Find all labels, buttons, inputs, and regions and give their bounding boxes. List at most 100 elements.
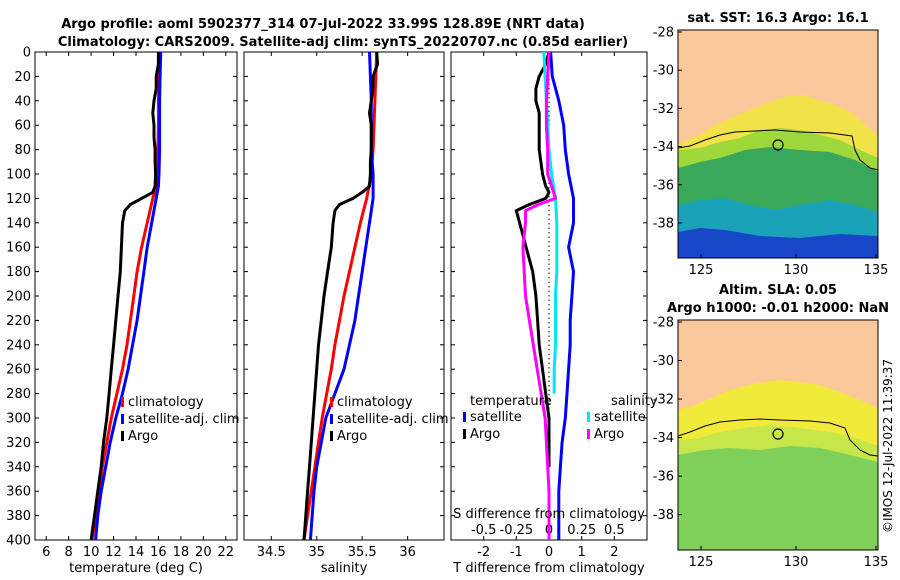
legend-swatch-argo [121,431,124,441]
y-tick-label: 260 [6,363,31,378]
legend-label-satellite: satellite-adj. clim [337,412,449,427]
y-tick-label: 160 [6,241,31,256]
difference-panel: -2 -1 0 1 2-0.5 -0.25 0 0.25 0.5 T difference fr… [450,51,648,576]
legend-label-climatology: climatology [128,395,204,410]
y-tick-label: 140 [6,216,31,231]
legend-swatch-sal-satellite [587,412,590,422]
map-x-tick-label: 130 [784,263,809,278]
y-tick-label: 340 [6,460,31,475]
sst-map-panel: sat. SST: 16.3 Argo: 16.1 125 130 135 -28 -3… [653,11,889,278]
salinity-xlabel: salinity [321,561,368,576]
y-tick-label: 180 [6,265,31,280]
legend-label-sal-argo: Argo [594,427,624,442]
y-tick-label: 380 [6,509,31,524]
map-y-tick-label: -34 [653,431,674,446]
sla-contour [678,418,878,457]
legend-label-temp-satellite: satellite [470,410,522,425]
salinity-legend: climatology satellite-adj. clim Argo [330,395,449,444]
legend-swatch-climatology [330,397,333,407]
title-line-2: Climatology: CARS2009. Satellite-adj cli… [58,35,628,50]
map-y-tick-label: -38 [653,508,674,523]
map-y-tick-label: -28 [653,316,674,331]
x-tick-label: 2 [610,545,618,560]
series-salinity-argo [521,52,557,540]
x-tick-label: 35 [308,545,325,560]
series-temperature-argo [514,52,551,467]
legend-swatch-satellite [121,414,124,424]
x-tick-label: 8 [65,545,73,560]
sla-map-title-2: Argo h1000: -0.01 h2000: NaN [667,301,889,316]
legend-label-sal-satellite: satellite [594,410,646,425]
series-temperature-satellite [549,52,575,540]
x-tick-label: -1 [510,545,523,560]
salinity-panel: 34.5 35 35.5 36 salinity [243,51,445,576]
y-tick-label: 400 [6,534,31,549]
legend-swatch-argo [330,431,333,441]
y-tick-label: 240 [6,338,31,353]
series-argo [302,52,380,540]
map-y-tick-label: -32 [653,393,674,408]
y-tick-label: 280 [6,387,31,402]
legend-label-argo: Argo [128,429,158,444]
sst-argo-marker [772,139,784,151]
difference-x2label: S difference from climatology [453,507,645,522]
x-tick-label: -2 [477,545,490,560]
x-tick-label: 18 [173,545,190,560]
map-y-tick-label: -34 [653,140,674,155]
temperature-legend: climatology satellite-adj. clim Argo [121,395,240,444]
map-y-tick-label: -36 [653,470,674,485]
sst-map-axes [677,29,879,259]
sst-map-image [678,30,878,258]
y-tick-label: 120 [6,192,31,207]
difference-xlabel: T difference from climatology [452,561,645,576]
x-tick-label: 35.5 [348,545,377,560]
map-y-tick-label: -30 [653,64,674,79]
map-x-tick-label: 130 [784,555,809,570]
legend-swatch-temp-argo [463,429,466,439]
y-tick-label: 300 [6,412,31,427]
sla-map-title-1: Altim. SLA: 0.05 [719,283,837,298]
y-tick-label: 200 [6,290,31,305]
sla-map-panel: Altim. SLA: 0.05 Argo h1000: -0.01 h2000… [653,283,889,570]
sla-map-axes [677,319,879,551]
map-y-tick-label: -32 [653,102,674,117]
x-tick-label: 1 [578,545,586,560]
map-y-tick-label: -28 [653,26,674,41]
map-y-tick-label: -36 [653,178,674,193]
map-x-tick-label: 125 [689,263,714,278]
difference-legend: temperature salinity satellite Argo sate… [463,394,658,442]
y-tick-label: 40 [14,94,31,109]
x2-tick-label: -0.5 [471,523,496,538]
legend-label-temp-argo: Argo [470,427,500,442]
temperature-xlabel: temperature (deg C) [69,561,203,576]
x-tick-label: 6 [42,545,50,560]
legend-label-satellite: satellite-adj. clim [128,412,240,427]
x-tick-label: 34.5 [257,545,286,560]
x2-tick-label: 0.25 [567,523,596,538]
series-satellite-adj-clim [94,52,163,540]
x-tick-label: 12 [105,545,122,560]
legend-label-argo: Argo [337,429,367,444]
y-tick-label: 80 [14,143,31,158]
y-tick-label: 360 [6,485,31,500]
sst-map-title: sat. SST: 16.3 Argo: 16.1 [687,11,868,26]
sla-map-image [678,320,878,550]
x2-tick-label: -0.25 [500,523,534,538]
title-line-1: Argo profile: aoml 5902377_314 07-Jul-20… [61,17,585,32]
sst-contour [678,129,878,171]
map-y-tick-label: -38 [653,216,674,231]
legend-header-temperature: temperature [470,394,552,409]
sla-argo-marker [772,428,784,440]
x2-tick-label: 0.5 [604,523,625,538]
map-x-tick-label: 135 [864,263,889,278]
temperature-axes [34,51,238,541]
y-tick-label: 320 [6,436,31,451]
map-x-tick-label: 135 [864,555,889,570]
sla-low-band [678,446,878,550]
map-y-tick-label: -30 [653,354,674,369]
y-tick-label: 100 [6,168,31,183]
y-tick-label: 20 [14,70,31,85]
map-x-tick-label: 125 [689,555,714,570]
sst-coldest-band [678,228,878,258]
